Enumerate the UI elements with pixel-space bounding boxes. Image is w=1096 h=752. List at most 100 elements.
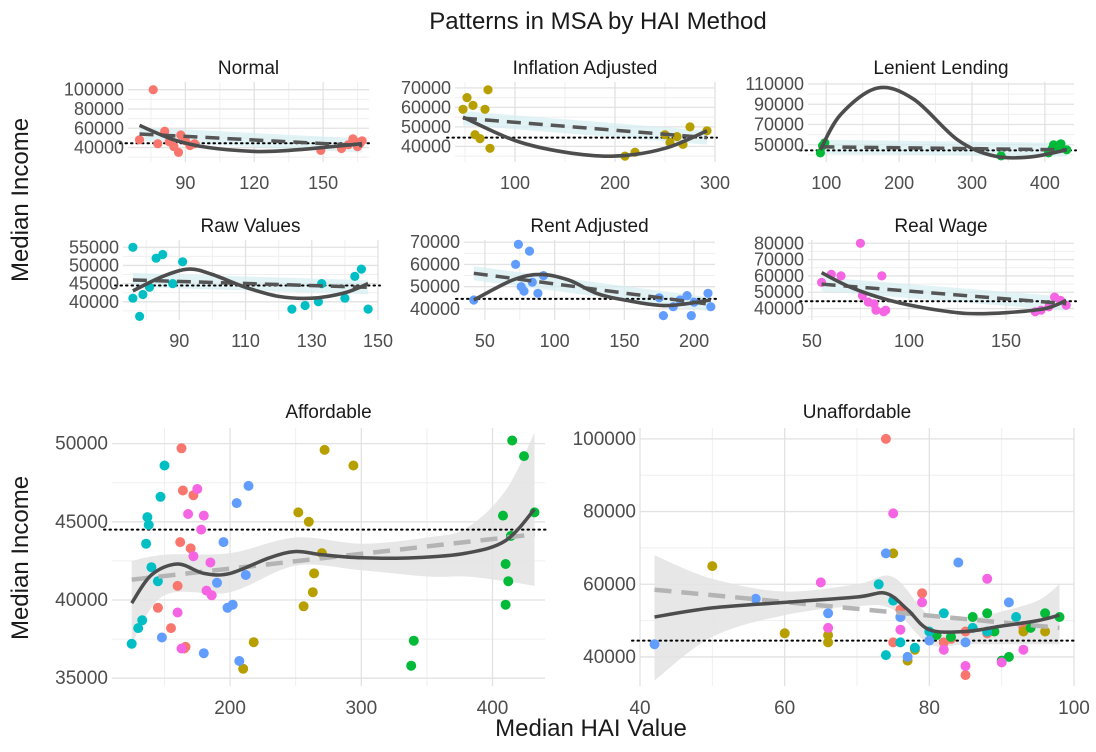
data-point	[836, 271, 846, 281]
data-point	[148, 85, 158, 95]
data-point	[513, 239, 524, 249]
data-point	[350, 271, 360, 281]
y-tick-label: 35000	[55, 668, 108, 689]
data-point	[172, 580, 183, 591]
y-tick-label: 90000	[754, 94, 804, 114]
data-point	[205, 557, 216, 568]
panel-title: Rent Adjusted	[530, 216, 648, 237]
bottom-y-axis-title: Median Income	[7, 476, 34, 640]
data-point	[888, 637, 899, 648]
y-tick-label: 50000	[410, 277, 460, 297]
x-tick-label: 50	[475, 331, 495, 351]
panel-title: Inflation Adjusted	[513, 58, 658, 79]
data-point	[185, 543, 196, 554]
y-tick-label: 40000	[55, 590, 108, 611]
data-point	[672, 132, 682, 142]
x-tick-label: 400	[477, 698, 509, 719]
x-tick-label: 100	[811, 173, 841, 193]
x-tick-label: 150	[308, 173, 338, 193]
panel-title: Real Wage	[894, 216, 987, 237]
data-point	[498, 510, 508, 521]
data-point	[218, 537, 229, 548]
data-point	[172, 607, 183, 618]
x-tick-label: 90	[169, 331, 189, 351]
linear-trend-line	[462, 116, 708, 140]
panel-affordable: Affordable 200 300 400 35000 40000 45000 50000	[55, 402, 548, 719]
y-tick-label: 100000	[573, 429, 636, 450]
data-point	[873, 579, 884, 590]
data-point	[133, 623, 144, 634]
x-tick-label: 400	[1030, 173, 1060, 193]
data-point	[173, 147, 184, 157]
data-point	[909, 642, 920, 653]
y-tick-label: 50000	[754, 282, 804, 302]
y-tick-label: 40000	[754, 299, 804, 319]
y-tick-label: 50000	[401, 117, 451, 137]
data-point	[938, 644, 949, 655]
x-tick-label: 130	[297, 331, 327, 351]
data-point	[1011, 612, 1022, 622]
linear-trend-line	[654, 587, 1060, 631]
data-point	[138, 289, 148, 300]
data-point	[519, 451, 529, 462]
smooth-trend-line	[130, 508, 536, 605]
x-tick-label: 100	[894, 331, 924, 351]
smooth-trend-line	[472, 272, 712, 308]
y-tick-label: 70000	[401, 78, 451, 98]
y-tick-label: 45000	[69, 274, 119, 294]
data-point	[750, 593, 761, 604]
data-point	[155, 491, 166, 502]
confidence-band	[654, 555, 1060, 681]
panel-title: Raw Values	[201, 216, 301, 237]
smooth-trend-line	[462, 115, 708, 159]
data-point	[227, 599, 238, 610]
data-point	[649, 639, 660, 650]
linear-trend-line	[473, 271, 712, 307]
y-tick-label: 40000	[583, 647, 636, 668]
data-point	[880, 548, 891, 559]
data-point	[240, 570, 251, 580]
data-point	[128, 242, 138, 252]
data-point	[533, 288, 543, 298]
data-point	[176, 643, 187, 654]
data-point	[507, 435, 518, 446]
x-tick-label: 300	[700, 173, 730, 193]
data-point	[178, 257, 188, 267]
y-tick-label: 60000	[401, 97, 451, 117]
data-point	[287, 304, 297, 314]
data-point	[126, 638, 137, 649]
data-point	[408, 635, 419, 646]
panel-title: Normal	[218, 58, 279, 79]
smooth-trend-line	[654, 591, 1060, 634]
chart-title: Patterns in MSA by HAI Method	[429, 8, 767, 35]
data-point	[168, 279, 178, 289]
data-point	[917, 588, 928, 599]
y-tick-label: 45000	[55, 512, 108, 533]
data-point	[855, 238, 866, 248]
data-point	[500, 599, 511, 610]
x-tick-label: 200	[884, 173, 914, 193]
data-point	[175, 537, 186, 548]
data-point	[319, 444, 330, 455]
data-point	[183, 509, 194, 519]
x-tick-label: 100	[500, 173, 530, 193]
data-point	[166, 623, 176, 634]
data-point	[468, 100, 478, 110]
data-point	[881, 305, 891, 315]
data-point	[996, 657, 1007, 668]
y-tick-label: 70000	[410, 232, 460, 252]
y-tick-label: 50000	[55, 434, 108, 455]
data-point	[895, 624, 906, 635]
data-point	[485, 143, 495, 153]
linear-trend-line	[821, 282, 1067, 306]
linear-trend-line	[132, 278, 369, 290]
data-point	[703, 288, 713, 298]
data-point	[309, 568, 320, 579]
x-tick-label: 110	[231, 331, 260, 351]
data-point	[682, 291, 692, 301]
y-tick-label: 70000	[754, 115, 804, 135]
x-tick-label: 150	[363, 331, 393, 351]
data-point	[706, 302, 716, 312]
